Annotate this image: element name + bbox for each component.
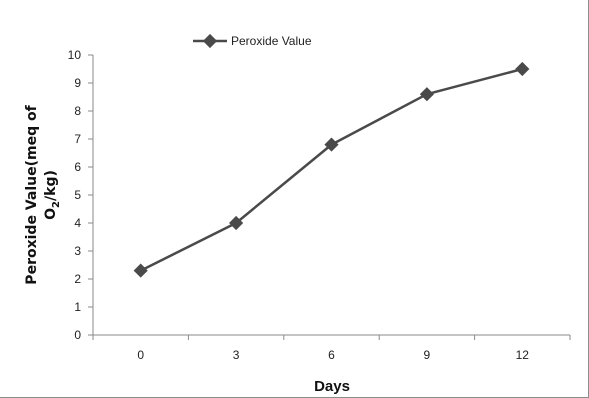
y-tick-label: 6 bbox=[74, 160, 81, 174]
x-tick-label: 9 bbox=[424, 348, 431, 362]
y-axis-title-line2: O2/kg) bbox=[43, 170, 62, 220]
series-line bbox=[140, 67, 523, 272]
y-tick-label: 10 bbox=[68, 48, 82, 62]
y-tick-label: 3 bbox=[74, 244, 81, 258]
series-peroxide-value bbox=[133, 61, 530, 278]
axes bbox=[88, 54, 571, 340]
legend-label: Peroxide Value bbox=[231, 34, 312, 48]
legend-marker bbox=[202, 33, 218, 49]
y-axis-title: Peroxide Value(meq of O2/kg) bbox=[24, 104, 62, 284]
y-tick-label: 0 bbox=[74, 328, 81, 342]
data-point-marker bbox=[133, 263, 148, 278]
y-tick-label: 9 bbox=[74, 76, 81, 90]
data-point-marker bbox=[324, 137, 339, 152]
x-tick-label: 0 bbox=[137, 348, 144, 362]
x-tick-label: 12 bbox=[516, 348, 530, 362]
data-point-marker bbox=[229, 215, 244, 231]
x-tick-label: 6 bbox=[328, 348, 335, 362]
y-tick-label: 1 bbox=[74, 300, 81, 314]
y-tick-labels: 0 1 2 3 4 5 6 7 8 9 10 bbox=[68, 48, 82, 342]
legend: Peroxide Value bbox=[193, 33, 312, 49]
y-tick-label: 7 bbox=[74, 132, 81, 146]
y-tick-label: 5 bbox=[74, 188, 81, 202]
x-axis-title: Days bbox=[314, 378, 350, 395]
x-tick-label: 3 bbox=[233, 348, 240, 362]
y-axis-title-line1: Peroxide Value(meq of bbox=[24, 104, 40, 284]
data-point-marker bbox=[515, 61, 530, 77]
y-tick-label: 2 bbox=[74, 272, 81, 286]
y-tick-label: 8 bbox=[74, 104, 81, 118]
data-point-marker bbox=[419, 87, 434, 102]
y-tick-label: 4 bbox=[74, 216, 81, 230]
x-tick-labels: 0 3 6 9 12 bbox=[137, 348, 529, 362]
